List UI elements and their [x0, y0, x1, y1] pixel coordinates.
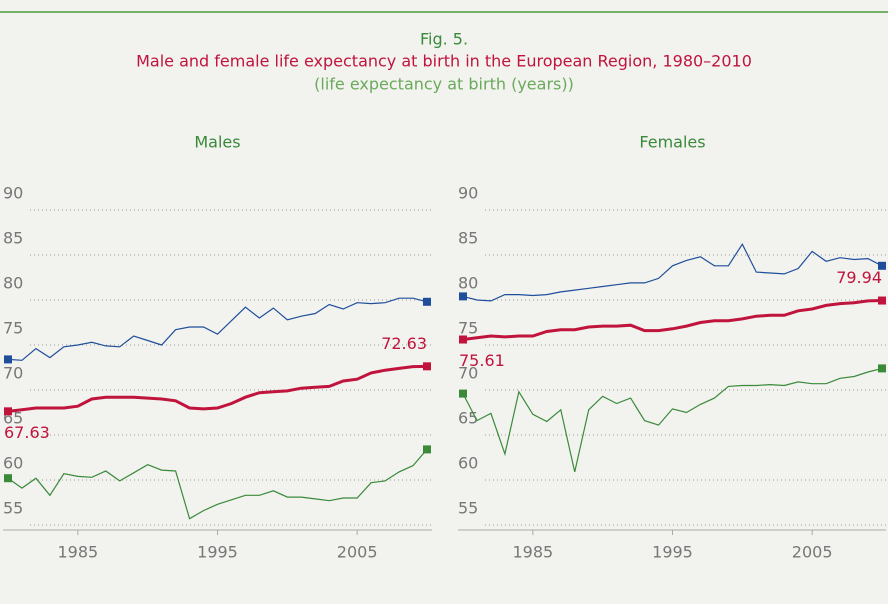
y-tick-label: 55: [3, 499, 23, 518]
data-label: 67.63: [4, 423, 50, 442]
series-line: [462, 367, 883, 473]
end-marker: [878, 364, 886, 373]
x-tick-label: 1995: [652, 543, 693, 562]
y-tick-label: 80: [3, 274, 23, 293]
end-marker: [878, 296, 886, 305]
y-tick-label: 90: [458, 184, 478, 203]
y-tick-label: 75: [458, 319, 478, 338]
data-label: 79.94: [836, 268, 882, 287]
series-line: [7, 449, 428, 520]
series-line: [7, 364, 428, 413]
end-marker: [459, 389, 467, 398]
end-marker: [4, 474, 12, 483]
y-tick-label: 60: [458, 454, 478, 473]
chart-title: Male and female life expectancy at birth…: [136, 52, 752, 71]
series-line: [7, 297, 428, 361]
y-tick-label: 90: [3, 184, 23, 203]
end-marker: [423, 297, 431, 306]
series-line: [462, 242, 883, 302]
y-tick-label: 55: [458, 499, 478, 518]
data-label: 72.63: [381, 334, 427, 353]
panel-title: Females: [639, 133, 705, 152]
end-marker: [4, 355, 12, 364]
x-tick-label: 1985: [512, 543, 553, 562]
end-marker: [459, 292, 467, 301]
x-tick-label: 2005: [337, 543, 378, 562]
chart-subtitle: (life expectancy at birth (years)): [314, 75, 574, 94]
y-tick-label: 60: [3, 454, 23, 473]
end-marker: [878, 261, 886, 270]
y-tick-label: 80: [458, 274, 478, 293]
x-tick-label: 2005: [792, 543, 833, 562]
x-tick-label: 1995: [197, 543, 238, 562]
y-tick-label: 75: [3, 319, 23, 338]
x-tick-label: 1985: [57, 543, 98, 562]
y-tick-label: 70: [3, 364, 23, 383]
y-tick-label: 85: [3, 229, 23, 248]
data-label: 75.61: [459, 351, 505, 370]
series-line: [462, 299, 883, 341]
end-marker: [423, 445, 431, 454]
y-tick-label: 85: [458, 229, 478, 248]
end-marker: [4, 407, 12, 416]
end-marker: [423, 362, 431, 371]
end-marker: [459, 335, 467, 344]
y-tick-label: 70: [458, 364, 478, 383]
figure-number: Fig. 5.: [420, 30, 468, 49]
panel-title: Males: [194, 133, 240, 152]
